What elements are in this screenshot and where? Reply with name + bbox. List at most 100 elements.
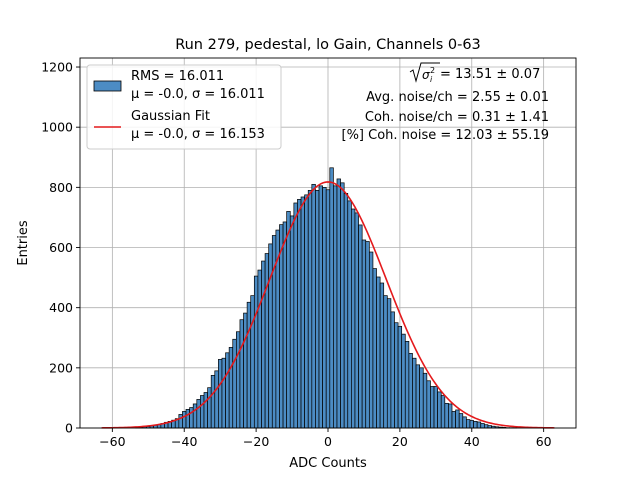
- legend-rms-stats: μ = -0.0, σ = 16.011: [131, 87, 265, 102]
- histogram-bars: [135, 167, 518, 429]
- histogram-bar: [307, 190, 313, 429]
- histogram-bar: [365, 241, 370, 429]
- histogram-bar: [261, 260, 266, 429]
- histogram-bar: [264, 253, 270, 429]
- histogram-bar: [368, 251, 374, 429]
- histogram-bar: [268, 243, 273, 429]
- x-tick-label: 60: [536, 434, 552, 449]
- histogram-bar: [394, 322, 399, 429]
- histogram-bar: [401, 333, 406, 429]
- annotation-coh-noise-pct: [%] Coh. noise = 12.03 ± 55.19: [342, 128, 550, 143]
- histogram-bar: [397, 325, 403, 429]
- svg-text:σ: σ: [422, 68, 430, 82]
- annotation-coh-noise: Coh. noise/ch = 0.31 ± 1.41: [365, 110, 549, 125]
- histogram-bar: [379, 282, 385, 429]
- histogram-bar: [207, 387, 212, 429]
- histogram-bar: [235, 331, 241, 429]
- histogram-bar: [383, 295, 388, 429]
- histogram-bar: [354, 212, 359, 429]
- y-tick-label: 1200: [41, 60, 73, 75]
- annotation-avg-noise: Avg. noise/ch = 2.55 ± 0.01: [366, 90, 549, 105]
- histogram-bar: [239, 319, 244, 429]
- histogram-bar: [257, 269, 262, 429]
- y-tick-label: 600: [49, 240, 73, 255]
- x-tick-label: 40: [464, 434, 480, 449]
- noise-annotations: σ 2 i = 13.51 ± 0.07 Avg. noise/ch = 2.5…: [342, 62, 550, 143]
- histogram-bar: [440, 395, 446, 429]
- histogram-bar: [340, 182, 345, 429]
- histogram-bar: [386, 298, 392, 429]
- histogram-bar: [462, 416, 467, 429]
- histogram-bar: [336, 178, 341, 429]
- gaussian-fit-curve: [101, 181, 555, 429]
- sqrt-sigma-symbol: σ 2 i: [409, 62, 440, 84]
- svg-text:i: i: [430, 75, 433, 84]
- annotation-sigma-value: = 13.51 ± 0.07: [440, 67, 540, 82]
- histogram-bar: [192, 403, 198, 429]
- histogram-bar: [253, 275, 259, 429]
- histogram-bar: [469, 420, 474, 429]
- histogram-bar: [225, 352, 230, 429]
- x-tick-label: 20: [392, 434, 408, 449]
- histogram-bar: [214, 370, 219, 429]
- histogram-bar: [358, 224, 363, 429]
- histogram-bar: [182, 411, 187, 429]
- histogram-bar: [430, 386, 435, 429]
- histogram-bar: [437, 391, 442, 429]
- histogram-bar: [390, 311, 395, 429]
- histogram-bar: [243, 312, 248, 429]
- histogram-bar: [200, 395, 205, 429]
- y-tick-label: 800: [49, 180, 73, 195]
- legend-fit-stats: μ = -0.0, σ = 16.153: [131, 127, 265, 142]
- x-tick-label: −40: [171, 434, 197, 449]
- histogram-bar: [483, 424, 489, 429]
- histogram-bar: [408, 353, 413, 429]
- chart-title: Run 279, pedestal, lo Gain, Channels 0-6…: [175, 37, 481, 53]
- histogram-bar: [325, 189, 331, 429]
- histogram-bar: [451, 411, 456, 429]
- histogram-bar: [455, 409, 460, 429]
- histogram-bar: [351, 208, 356, 429]
- histogram-bar: [419, 367, 424, 429]
- x-axis-label: ADC Counts: [289, 456, 367, 471]
- histogram-bar: [189, 407, 194, 429]
- histogram-bar: [185, 408, 190, 429]
- histogram-bar: [415, 364, 421, 429]
- histogram-bar: [196, 399, 201, 429]
- histogram-bar: [448, 403, 453, 429]
- histogram-bar: [246, 301, 252, 429]
- histogram-bar: [293, 202, 298, 429]
- legend-fit-label: Gaussian Fit: [131, 109, 210, 124]
- histogram-bar: [361, 239, 367, 429]
- histogram-bar: [311, 183, 316, 429]
- histogram-bar: [210, 375, 216, 429]
- histogram-bar: [333, 185, 338, 429]
- histogram-bar: [178, 414, 183, 429]
- histogram-bar: [376, 276, 381, 429]
- x-tick-label: −20: [243, 434, 269, 449]
- histogram-bar: [221, 357, 226, 429]
- histogram-bar: [476, 421, 482, 429]
- histogram-bar: [289, 215, 295, 429]
- y-axis-ticks: 0 200 400 600 800 1000 1200: [41, 60, 80, 436]
- histogram-bar: [473, 421, 478, 429]
- histogram-bar: [228, 347, 234, 429]
- y-axis-label: Entries: [16, 220, 31, 266]
- x-axis-ticks: −60 −40 −20 0 20 40 60: [99, 428, 552, 449]
- svg-text:2: 2: [430, 66, 435, 75]
- histogram-bar: [412, 357, 417, 429]
- y-tick-label: 1000: [41, 120, 73, 135]
- histogram-bar: [480, 423, 485, 429]
- y-tick-label: 200: [49, 360, 73, 375]
- histogram-bar: [343, 193, 349, 429]
- histogram-bar: [203, 392, 208, 429]
- y-tick-label: 400: [49, 300, 73, 315]
- histogram-bar: [422, 372, 428, 429]
- legend-rms-patch: [93, 80, 122, 92]
- histogram-bar: [466, 419, 471, 429]
- histogram-bar: [444, 402, 449, 429]
- histogram-bar: [318, 185, 323, 429]
- histogram-bar: [297, 199, 302, 429]
- legend-rms-label: RMS = 16.011: [131, 69, 224, 84]
